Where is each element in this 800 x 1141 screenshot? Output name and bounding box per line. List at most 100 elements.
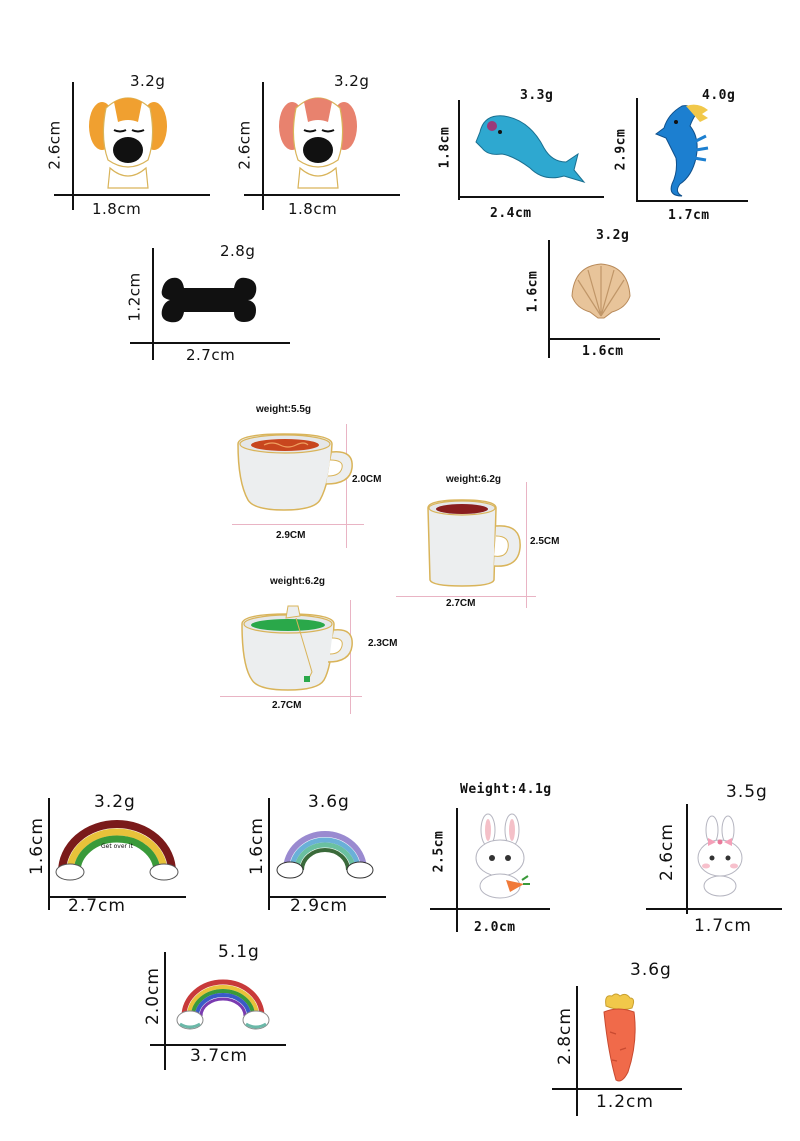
axis-vertical [686, 804, 688, 914]
coffee-cup-pin-icon [237, 433, 353, 511]
axis-horizontal [244, 194, 400, 196]
width-label: 1.2cm [596, 1092, 654, 1112]
height-label: 2.6cm [656, 823, 677, 881]
pin-dog-pink: 3.2g 2.6cm 1.8cm [236, 70, 410, 220]
axis-horizontal [430, 908, 550, 910]
axis-vertical [48, 798, 50, 910]
height-label: 2.9cm [613, 128, 629, 171]
pin-rainbow-pastel: 3.6g 1.6cm 2.9cm [246, 790, 386, 920]
axis-horizontal [150, 1044, 286, 1046]
guide-line-vertical [346, 424, 347, 548]
pin-rainbow-small: 5.1g 2.0cm 3.7cm [140, 940, 290, 1070]
axis-vertical [458, 100, 460, 200]
weight-label: 3.2g [596, 228, 630, 243]
width-label: 1.7cm [694, 916, 752, 936]
weight-label: 2.8g [220, 242, 256, 260]
width-label: 1.8cm [92, 200, 142, 218]
bunny-pin-icon [697, 815, 743, 897]
rainbow-pin-icon [176, 979, 270, 1030]
guide-line-vertical [526, 482, 527, 608]
dog-pin-icon [279, 97, 357, 189]
pin-dolphin: 3.3g 1.8cm 2.4cm [436, 86, 606, 226]
rainbow-pin-icon: Get over it [55, 820, 179, 881]
pin-seahorse: 4.0g 2.9cm 1.7cm [613, 86, 764, 226]
weight-label: 3.2g [334, 72, 370, 90]
axis-horizontal [48, 896, 186, 898]
height-label: 1.2cm [125, 272, 144, 322]
dog-pin-icon [89, 97, 167, 189]
width-label: 2.7CM [272, 700, 302, 711]
axis-vertical [152, 248, 154, 360]
dolphin-pin-icon [475, 115, 586, 183]
width-label: 2.9CM [276, 530, 306, 541]
height-label: 2.5cm [431, 830, 447, 873]
width-label: 2.7cm [186, 346, 236, 364]
axis-horizontal [130, 342, 290, 344]
bone-pin-icon [161, 277, 257, 323]
height-label: 2.8cm [554, 1007, 575, 1065]
height-label: 2.6cm [45, 120, 64, 170]
axis-vertical [456, 808, 458, 932]
weight-label: weight:6.2g [446, 474, 502, 485]
width-label: 2.7cm [68, 896, 126, 916]
guide-line-vertical [350, 600, 351, 714]
axis-horizontal [548, 338, 660, 340]
carrot-pin-icon [603, 993, 636, 1082]
weight-label: weight:5.5g [256, 404, 312, 415]
weight-label: 3.6g [308, 792, 350, 812]
weight-label: weight:6.2g [270, 576, 326, 587]
weight-label: 3.5g [726, 782, 768, 802]
width-label: 1.8cm [288, 200, 338, 218]
width-label: 2.4cm [490, 206, 532, 221]
axis-vertical [72, 82, 74, 210]
axis-vertical [548, 240, 550, 358]
axis-vertical [164, 952, 166, 1070]
width-label: 2.7CM [446, 598, 476, 609]
height-label: 2.5CM [530, 536, 560, 547]
pin-bone: 2.8g 1.2cm 2.7cm [125, 240, 298, 364]
guide-line-horizontal [220, 696, 362, 697]
width-label: 2.9cm [290, 896, 348, 916]
axis-horizontal [552, 1088, 682, 1090]
height-label: 2.0cm [142, 967, 163, 1025]
axis-horizontal [268, 896, 386, 898]
width-label: 3.7cm [190, 1046, 248, 1066]
shell-pin-icon [571, 263, 631, 319]
width-label: 1.7cm [668, 208, 710, 223]
mug-pin-icon [427, 499, 521, 587]
axis-vertical [262, 82, 264, 210]
guide-line-horizontal [232, 524, 364, 525]
height-label: 1.6cm [246, 817, 267, 875]
weight-label: 4.0g [702, 88, 736, 103]
height-label: 1.6cm [525, 270, 541, 313]
width-label: 1.6cm [582, 344, 624, 359]
pin-shell: 3.2g 1.6cm 1.6cm [524, 226, 664, 362]
pin-carrot: 3.6g 2.8cm 1.2cm [552, 958, 692, 1118]
axis-horizontal [54, 194, 210, 196]
rainbow-pin-icon [276, 831, 374, 879]
axis-vertical [576, 986, 578, 1116]
axis-vertical [636, 98, 638, 202]
height-label: 1.8cm [437, 126, 453, 169]
pin-dog-orange: 3.2g 2.6cm 1.8cm [46, 70, 220, 220]
bunny-pin-icon [475, 813, 530, 899]
height-label: 1.6cm [26, 817, 47, 875]
pin-bunny-carrot: Weight:4.1g 2.5cm 2.0cm [430, 778, 570, 938]
axis-horizontal [636, 200, 748, 202]
weight-label: 5.1g [218, 942, 260, 962]
weight-label: 3.6g [630, 960, 672, 980]
pin-mug-red: weight:6.2g 2.5CM 2.7CM [396, 470, 576, 620]
rainbow-inscription: Get over it [101, 843, 134, 850]
axis-horizontal [458, 196, 604, 198]
weight-label: 3.3g [520, 88, 554, 103]
weight-label: 3.2g [130, 72, 166, 90]
height-label: 2.0CM [352, 474, 382, 485]
seahorse-pin-icon [654, 104, 709, 197]
pin-cup-coffee: weight:5.5g 2.0CM 2.9CM [228, 400, 398, 550]
pin-bunny-bow: 3.5g 2.6cm 1.7cm [646, 780, 796, 940]
axis-vertical [268, 798, 270, 910]
height-label: 2.3CM [368, 638, 398, 649]
pin-rainbow-red: 3.2g 1.6cm 2.7cm Get over it [26, 790, 186, 920]
weight-label: 3.2g [94, 792, 136, 812]
pin-cup-tea: weight:6.2g 2.3CM 2.7CM [218, 572, 398, 722]
